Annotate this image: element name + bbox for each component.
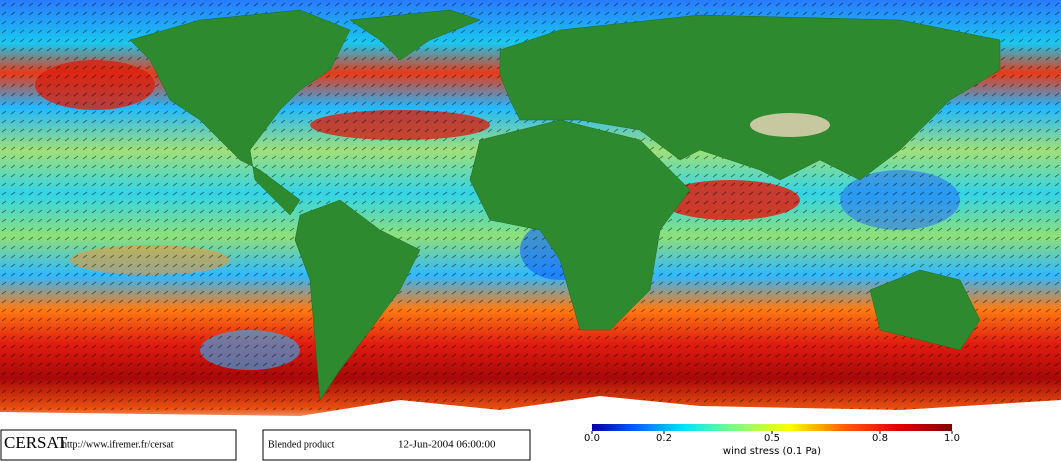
product-box — [262, 429, 531, 461]
source-box — [0, 429, 237, 461]
land — [129, 9, 1001, 401]
colorbar-tick-label: 1.0 — [944, 433, 960, 444]
colorbar — [592, 424, 952, 431]
colorbar-tick-label: 0.2 — [656, 433, 672, 444]
product-datetime: 12-Jun-2004 06:00:00 — [398, 439, 496, 451]
colorbar-tick-label: 0.0 — [584, 433, 600, 444]
product-name: Blended product — [268, 439, 335, 450]
colorbar-tick-label: 0.8 — [872, 433, 888, 444]
colorbar-tick-label: 0.5 — [764, 433, 780, 444]
colorbar-label: wind stress (0.1 Pa) — [723, 446, 821, 457]
logo: CERSAT — [4, 433, 68, 452]
source-url: http://www.ifremer.fr/cersat — [62, 439, 174, 450]
